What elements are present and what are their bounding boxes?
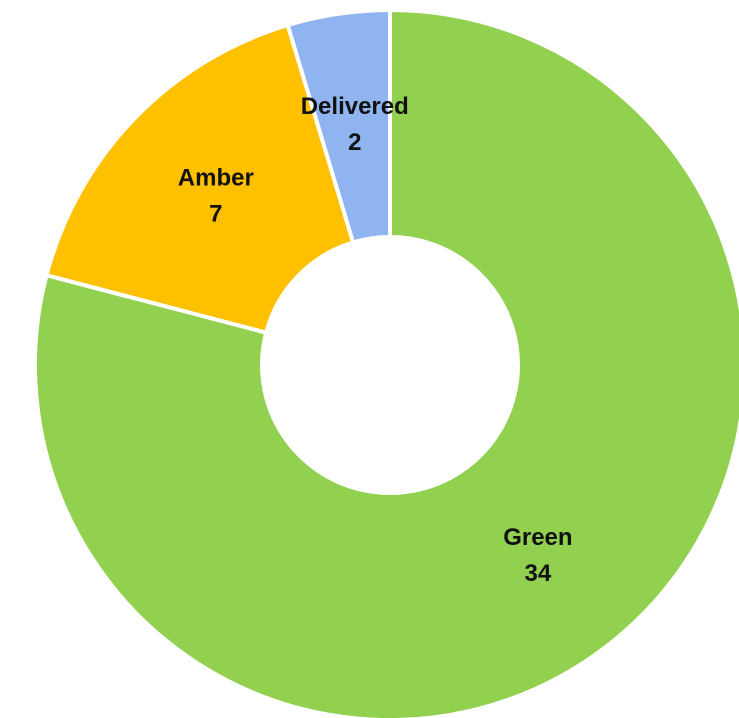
value-label: 2: [348, 129, 361, 156]
donut-slice: [33, 7, 739, 718]
donut-slice: [285, 7, 392, 245]
value-label: 7: [209, 200, 222, 227]
slice-label: Green: [503, 524, 572, 551]
slice-label: Delivered: [301, 93, 409, 120]
slice-label: Amber: [178, 164, 254, 191]
value-label: 34: [525, 560, 552, 587]
donut-slice: [44, 22, 356, 336]
